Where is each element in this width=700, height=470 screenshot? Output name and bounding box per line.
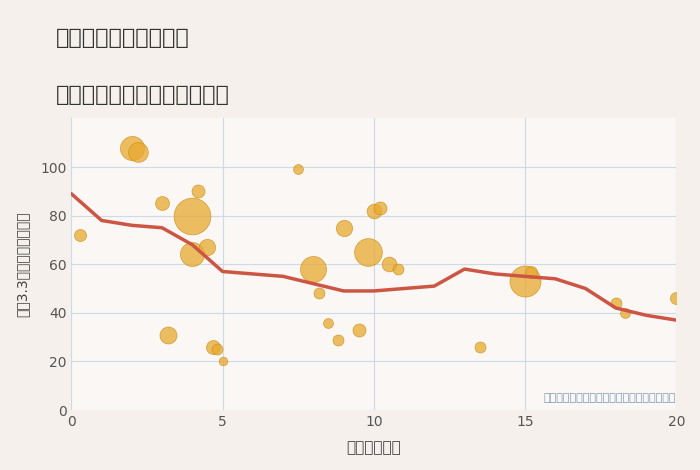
Point: [362, 248, 373, 256]
Point: [519, 277, 531, 285]
Point: [620, 309, 631, 317]
Point: [132, 149, 144, 156]
Point: [126, 144, 137, 151]
Point: [368, 207, 379, 214]
Point: [187, 251, 198, 258]
Point: [293, 165, 304, 173]
Point: [208, 343, 219, 351]
Point: [211, 345, 222, 353]
Point: [332, 336, 343, 343]
Point: [610, 299, 622, 307]
Point: [193, 188, 204, 195]
Point: [323, 319, 334, 326]
Point: [157, 200, 168, 207]
Point: [353, 326, 364, 334]
Point: [526, 268, 537, 275]
Point: [314, 290, 325, 297]
Point: [374, 204, 386, 212]
Y-axis label: 坪（3.3㎡）単価（万円）: 坪（3.3㎡）単価（万円）: [15, 212, 29, 317]
Point: [384, 260, 395, 268]
Point: [308, 265, 319, 273]
Point: [187, 212, 198, 219]
Point: [393, 265, 404, 273]
Point: [75, 231, 86, 239]
X-axis label: 駅距離（分）: 駅距離（分）: [346, 440, 401, 455]
Point: [217, 358, 228, 365]
Text: 駅距離別中古マンション価格: 駅距離別中古マンション価格: [56, 85, 230, 105]
Point: [162, 331, 174, 338]
Point: [671, 295, 682, 302]
Point: [474, 343, 485, 351]
Text: 奈良県橿原市曽我町の: 奈良県橿原市曽我町の: [56, 28, 190, 48]
Text: 円の大きさは、取引のあった物件面積を示す: 円の大きさは、取引のあった物件面積を示す: [544, 393, 676, 403]
Point: [338, 224, 349, 232]
Point: [202, 243, 213, 251]
